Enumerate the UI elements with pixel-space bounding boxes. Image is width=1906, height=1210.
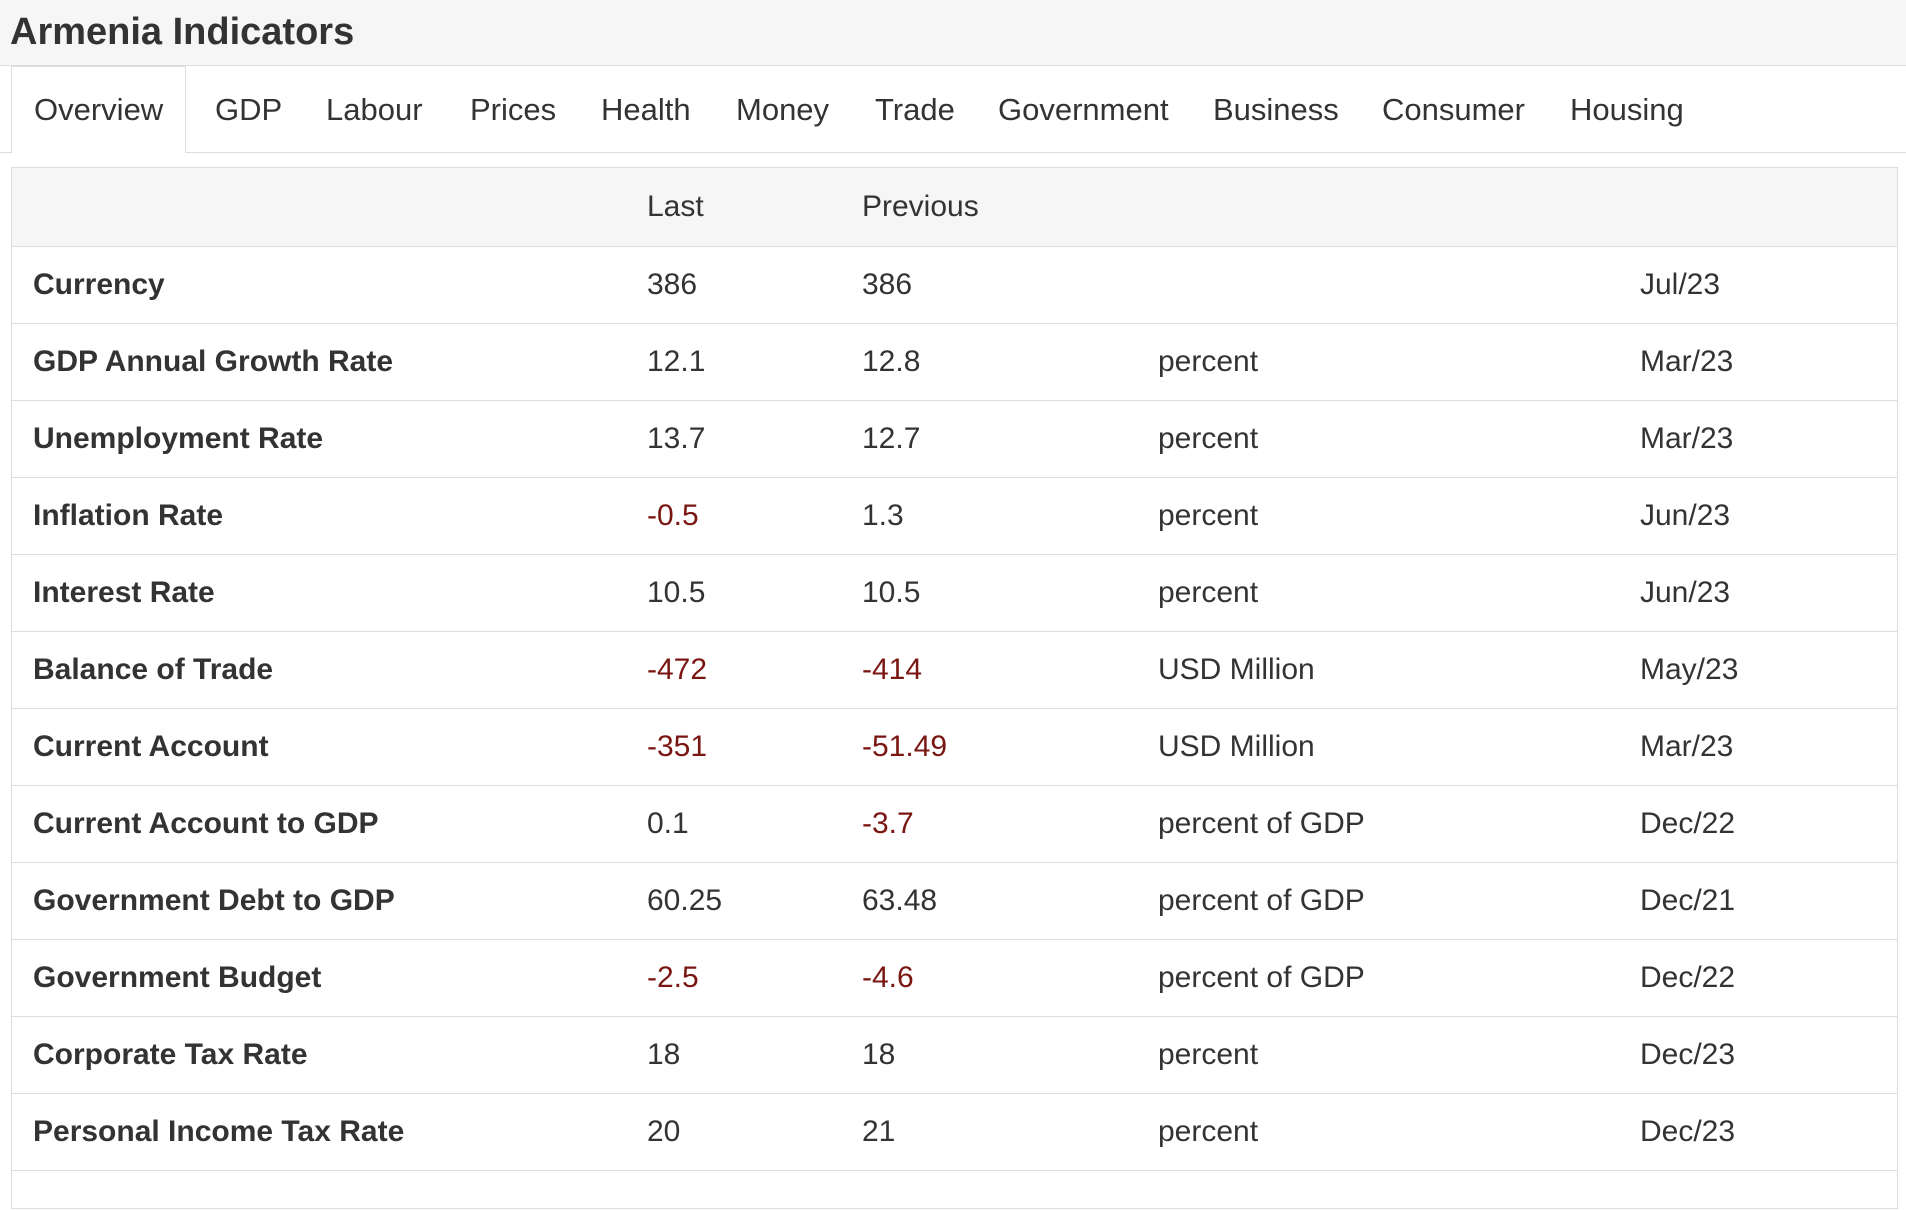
tab-gdp[interactable]: GDP [215,91,283,127]
value-previous: -51.49 [862,708,1158,786]
value-unit: percent of GDP [1158,785,1640,863]
value-previous: 10.5 [862,554,1158,632]
table-row: Unemployment Rate 13.7 12.7 percent Mar/23 [12,400,1897,478]
tab-trade[interactable]: Trade [875,91,955,127]
page-title: Armenia Indicators [10,11,355,53]
column-header-name [12,168,647,247]
indicator-name[interactable]: Currency [12,246,647,324]
tab-prices[interactable]: Prices [470,91,557,127]
value-unit: percent [1158,554,1640,632]
indicator-name[interactable]: Government Debt to GDP [12,862,647,940]
value-date: Dec/22 [1640,785,1897,863]
tab-government[interactable]: Government [998,91,1169,127]
table-row: Currency 386 386 Jul/23 [12,246,1897,324]
table-row: Balance of Trade -472 -414 USD Million May/2… [12,631,1897,709]
value-unit [1158,246,1640,324]
tab-overview[interactable]: Overview [11,66,187,154]
value-date: Mar/23 [1640,323,1897,401]
value-last: 18 [647,1016,862,1094]
value-last: -2.5 [647,939,862,1017]
indicator-tabs: Overview GDP Labour Prices Health Money … [0,66,1906,154]
value-date: Mar/23 [1640,708,1897,786]
column-header-previous: Previous [862,168,1158,247]
table-row: Current Account to GDP 0.1 -3.7 percent of … [12,785,1897,863]
indicator-name[interactable]: Government Budget [12,939,647,1017]
tab-business[interactable]: Business [1213,91,1339,127]
value-date: Dec/21 [1640,862,1897,940]
indicators-table: Last Previous Currency 386 386 Jul/23 GDP An… [12,168,1897,1171]
value-previous: 1.3 [862,477,1158,555]
value-unit: USD Million [1158,631,1640,709]
indicator-name[interactable]: Interest Rate [12,554,647,632]
value-last: -472 [647,631,862,709]
value-unit: percent [1158,477,1640,555]
table-row: Personal Income Tax Rate 20 21 percent Dec/2… [12,1093,1897,1171]
column-header-unit [1158,168,1640,247]
indicator-name[interactable]: GDP Annual Growth Rate [12,323,647,401]
value-last: 386 [647,246,862,324]
value-last: 12.1 [647,323,862,401]
value-date: Dec/22 [1640,939,1897,1017]
value-previous: -414 [862,631,1158,709]
value-previous: -3.7 [862,785,1158,863]
table-row: Government Debt to GDP 60.25 63.48 percent … [12,862,1897,940]
value-unit: percent [1158,1093,1640,1171]
indicator-name[interactable]: Current Account [12,708,647,786]
table-row: Interest Rate 10.5 10.5 percent Jun/23 [12,554,1897,632]
value-previous: 12.7 [862,400,1158,478]
table-row: Government Budget -2.5 -4.6 percent of GDP D… [12,939,1897,1017]
value-date: Jun/23 [1640,554,1897,632]
value-unit: percent [1158,323,1640,401]
value-previous: 63.48 [862,862,1158,940]
value-date: Dec/23 [1640,1093,1897,1171]
indicator-name[interactable]: Inflation Rate [12,477,647,555]
indicator-name[interactable]: Current Account to GDP [12,785,647,863]
value-date: Jun/23 [1640,477,1897,555]
value-last: -0.5 [647,477,862,555]
table-header-row: Last Previous [12,168,1897,247]
table-row: Inflation Rate -0.5 1.3 percent Jun/23 [12,477,1897,555]
value-last: 13.7 [647,400,862,478]
table-row: Corporate Tax Rate 18 18 percent Dec/23 [12,1016,1897,1094]
page-header: Armenia Indicators [0,0,1906,66]
value-unit: percent [1158,400,1640,478]
value-unit: percent of GDP [1158,862,1640,940]
indicator-name[interactable]: Balance of Trade [12,631,647,709]
value-last: -351 [647,708,862,786]
value-date: Mar/23 [1640,400,1897,478]
indicator-name[interactable]: Unemployment Rate [12,400,647,478]
table-row: GDP Annual Growth Rate 12.1 12.8 percent Mar… [12,323,1897,401]
value-date: Dec/23 [1640,1016,1897,1094]
tab-health[interactable]: Health [601,91,691,127]
column-header-last: Last [647,168,862,247]
value-last: 10.5 [647,554,862,632]
value-previous: -4.6 [862,939,1158,1017]
value-last: 20 [647,1093,862,1171]
indicator-name[interactable]: Corporate Tax Rate [12,1016,647,1094]
value-date: May/23 [1640,631,1897,709]
value-last: 0.1 [647,785,862,863]
value-unit: USD Million [1158,708,1640,786]
value-previous: 12.8 [862,323,1158,401]
value-previous: 18 [862,1016,1158,1094]
value-unit: percent [1158,1016,1640,1094]
value-unit: percent of GDP [1158,939,1640,1017]
indicators-panel: Last Previous Currency 386 386 Jul/23 GDP An… [11,167,1898,1209]
tab-consumer[interactable]: Consumer [1382,91,1525,127]
value-previous: 21 [862,1093,1158,1171]
tab-labour[interactable]: Labour [326,91,423,127]
tab-money[interactable]: Money [736,91,830,127]
table-row: Current Account -351 -51.49 USD Million Mar/… [12,708,1897,786]
value-last: 60.25 [647,862,862,940]
indicator-name[interactable]: Personal Income Tax Rate [12,1093,647,1171]
value-previous: 386 [862,246,1158,324]
tab-housing[interactable]: Housing [1570,91,1684,127]
column-header-date [1640,168,1897,247]
value-date: Jul/23 [1640,246,1897,324]
